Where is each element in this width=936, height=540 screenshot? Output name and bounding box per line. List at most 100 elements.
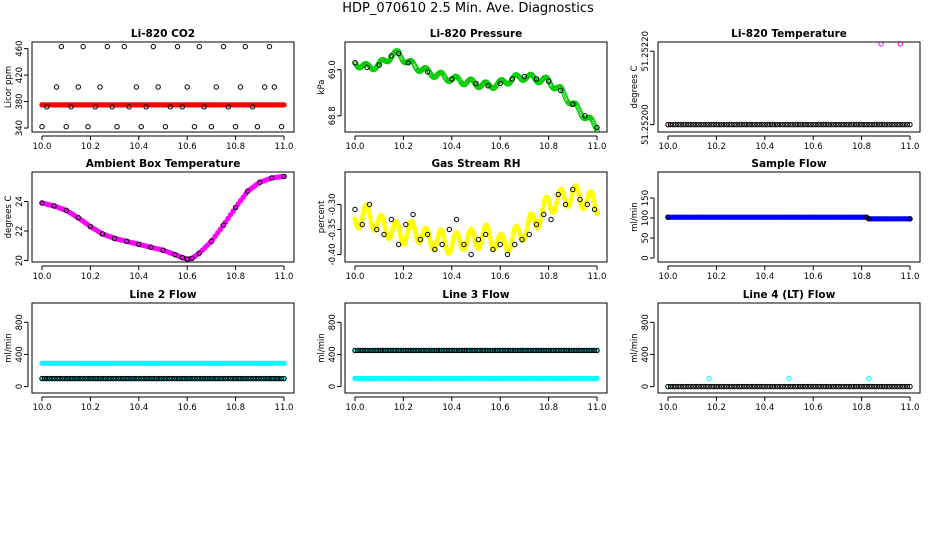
chart-panel-6: Sample Flow 10.0 10.2 10.4 10.6 10.8 11.0 0 50 10…: [630, 158, 921, 282]
plot-frame: [344, 302, 608, 394]
data-point: [876, 121, 883, 128]
data-point: [446, 347, 452, 354]
data-point: [571, 347, 577, 354]
data-point: [884, 121, 890, 128]
data-point: [818, 383, 824, 390]
data-point: [520, 347, 526, 354]
data-point: [114, 124, 120, 130]
data-point: [693, 121, 699, 128]
plot-area: [352, 183, 600, 258]
y-axis-label: Licor ppm: [4, 66, 14, 108]
data-point: [110, 375, 117, 382]
data-point: [199, 375, 206, 382]
data-point: [879, 383, 885, 390]
data-point: [428, 347, 435, 354]
series-pressure-raw: [352, 48, 600, 132]
data-point: [490, 246, 496, 253]
data-point: [823, 383, 829, 390]
chart-panel-9: Line 4 (LT) Flow 10.0 10.2 10.4 10.6 10.8 11.0…: [630, 289, 921, 413]
data-point: [830, 383, 837, 390]
plot-area: [352, 48, 600, 132]
data-point: [85, 124, 91, 130]
data-point: [357, 347, 363, 354]
data-point: [894, 121, 900, 128]
data-point: [393, 347, 399, 354]
data-point: [846, 121, 852, 128]
data-point: [561, 347, 567, 354]
data-point: [828, 121, 834, 128]
data-point: [851, 121, 857, 128]
x-tick-label: 10.0: [346, 142, 365, 152]
data-point: [533, 221, 540, 228]
data-point: [591, 198, 597, 204]
data-point: [680, 121, 686, 128]
data-point: [242, 43, 248, 50]
data-point: [757, 383, 763, 390]
data-point: [138, 124, 144, 130]
data-point: [713, 383, 720, 390]
data-point: [366, 201, 373, 208]
x-tick-label: 10.6: [178, 272, 197, 282]
data-point: [212, 233, 218, 239]
data-point: [143, 104, 149, 110]
data-point: [690, 383, 697, 390]
plot-frame: [657, 41, 921, 133]
data-point: [533, 76, 540, 82]
data-point: [105, 375, 111, 382]
data-point: [57, 375, 63, 382]
data-point: [800, 383, 806, 390]
x-tick-label: 10.8: [539, 403, 558, 413]
data-point: [64, 375, 71, 382]
data-point: [706, 383, 712, 390]
data-point: [273, 375, 280, 382]
data-point: [68, 104, 74, 110]
data-point: [237, 375, 244, 382]
data-point: [558, 87, 564, 94]
data-point: [833, 383, 839, 390]
data-point: [723, 383, 730, 390]
data-point: [143, 375, 150, 382]
data-point: [797, 121, 804, 128]
data-point: [374, 226, 380, 233]
data-point: [853, 121, 860, 128]
y-tick-label: 0: [328, 384, 338, 389]
data-point: [708, 121, 715, 128]
y-tick-label: 400: [641, 346, 651, 362]
series-line-3-mean: [352, 347, 600, 354]
data-point: [902, 121, 908, 128]
data-point: [751, 383, 758, 390]
data-point: [584, 347, 590, 354]
data-point: [97, 375, 104, 382]
x-tick-label: 11.0: [901, 403, 920, 413]
y-tick-label: 51.25220: [641, 31, 651, 72]
data-point: [881, 383, 888, 390]
data-point: [695, 121, 702, 128]
data-point: [461, 241, 467, 248]
data-point: [423, 347, 430, 354]
data-point: [220, 43, 227, 50]
data-point: [744, 383, 750, 390]
data-point: [594, 124, 600, 131]
data-point: [381, 220, 387, 227]
x-tick-label: 10.6: [804, 403, 823, 413]
data-point: [594, 127, 600, 132]
data-point: [482, 347, 488, 354]
y-axis-label: ml/min: [317, 333, 327, 363]
data-point: [404, 230, 411, 236]
data-point: [570, 101, 576, 108]
x-tick-label: 10.2: [394, 272, 413, 282]
chart-title: Line 4 (LT) Flow: [743, 289, 836, 301]
data-point: [250, 375, 257, 382]
data-point: [573, 347, 580, 354]
data-point: [584, 201, 591, 208]
data-point: [197, 375, 203, 382]
data-point: [858, 383, 865, 390]
data-point: [792, 383, 799, 390]
x-tick-label: 10.6: [804, 142, 823, 152]
x-tick-label: 11.0: [901, 272, 920, 282]
x-tick-label: 10.4: [755, 142, 774, 152]
data-point: [492, 347, 498, 354]
data-point: [243, 375, 249, 382]
plot-area: [39, 43, 287, 130]
data-point: [456, 347, 463, 354]
